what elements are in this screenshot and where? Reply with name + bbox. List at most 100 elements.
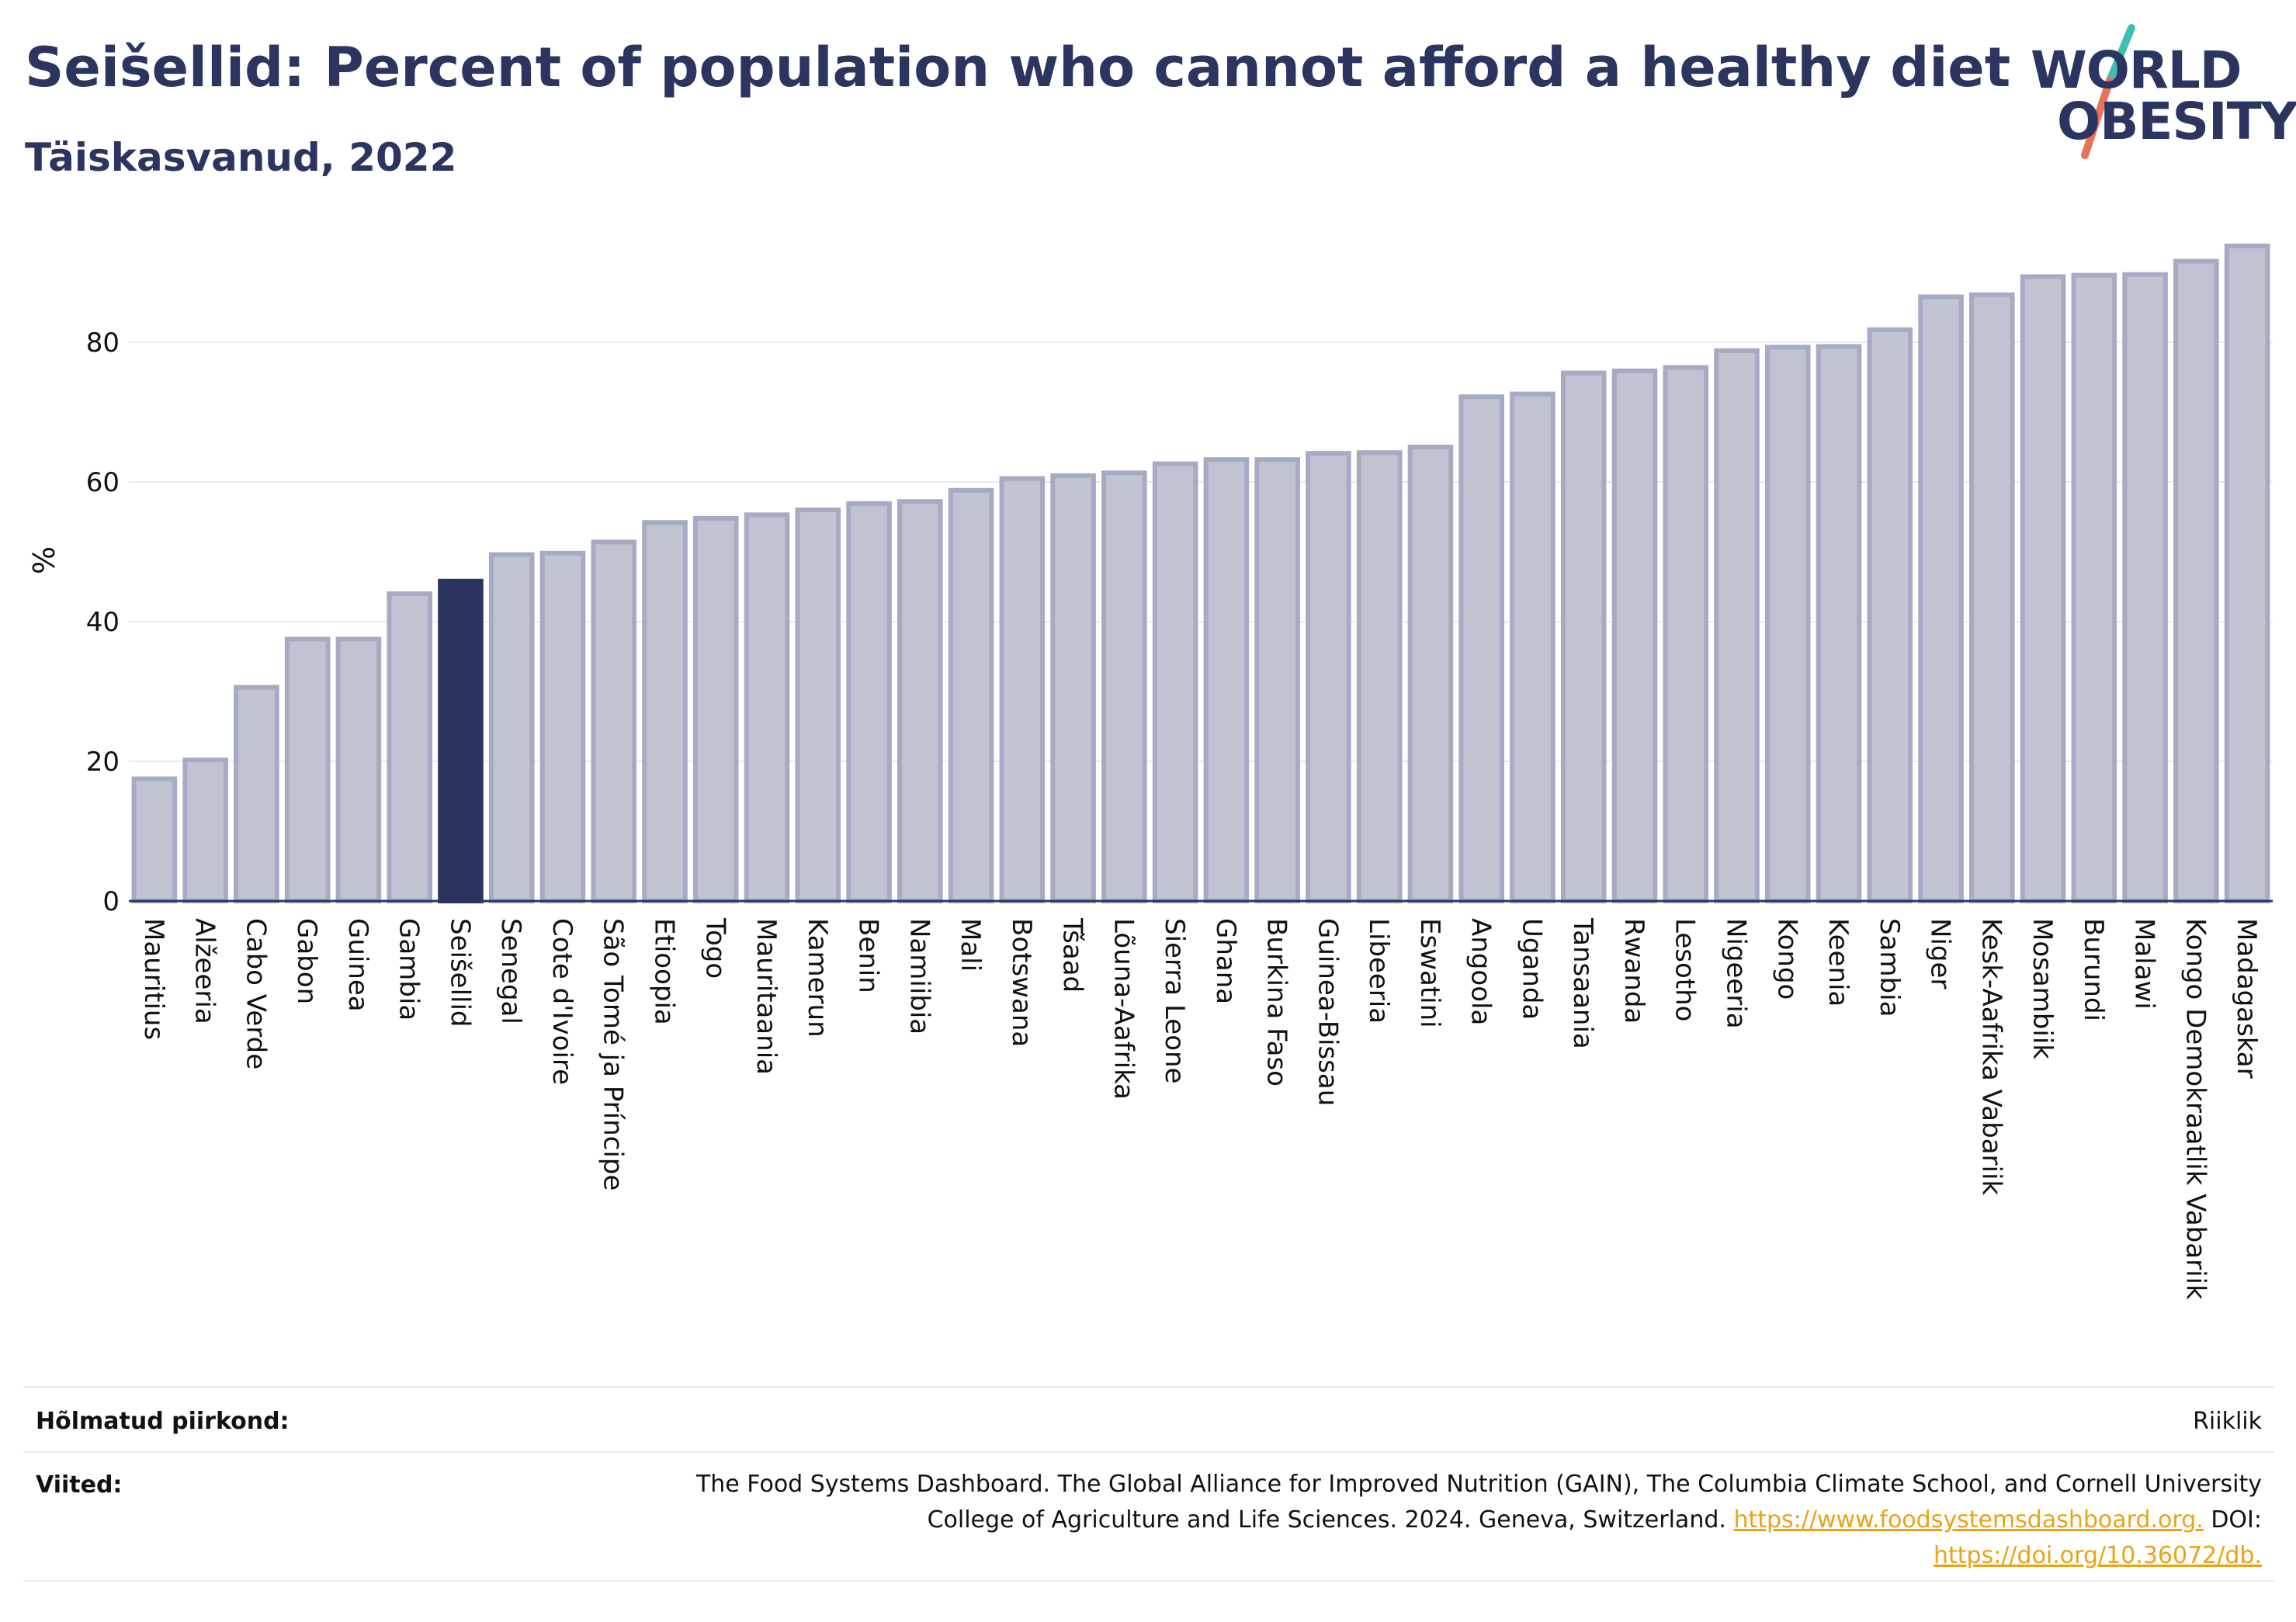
x-tick-label: Sierra Leone (1159, 918, 1190, 1083)
footer-divider-top (23, 1386, 2274, 1388)
x-tick-label: Malawi (2129, 918, 2160, 1010)
chart-title: Seišellid: Percent of population who can… (25, 36, 2011, 99)
x-tick-label: Ghana (1210, 918, 1241, 1004)
bar[interactable] (1306, 451, 1351, 903)
logo-text-world: WORLD (2031, 40, 2242, 100)
bar[interactable] (387, 591, 432, 903)
bar[interactable] (1611, 368, 1658, 903)
y-tick-label: 0 (102, 886, 120, 917)
bar[interactable] (1203, 457, 1250, 903)
bar[interactable] (795, 508, 841, 903)
y-tick-label: 40 (86, 607, 120, 638)
x-tick-label: Mauritius (138, 918, 169, 1040)
bar[interactable] (897, 499, 943, 903)
gridlines (129, 341, 2273, 762)
bar[interactable] (488, 552, 535, 903)
x-tick-label: Tansaania (1567, 917, 1598, 1049)
footer-divider-middle (23, 1451, 2274, 1453)
x-tick-label: Kamerun (802, 918, 833, 1038)
bar[interactable] (539, 550, 586, 903)
bar[interactable] (182, 757, 228, 904)
bar-chart: 0 20 40 60 80 Mauritius Alžeeria Cabo Verde Gab… (27, 243, 2273, 1300)
bar[interactable] (1458, 394, 1504, 903)
bar[interactable] (2224, 243, 2270, 903)
bar[interactable] (2122, 272, 2168, 903)
bar[interactable] (1050, 473, 1096, 903)
x-tick-label: Niger (1925, 918, 1956, 989)
x-tick-label: Gambia (394, 918, 425, 1021)
bar[interactable] (692, 515, 739, 903)
bar[interactable] (1867, 327, 1913, 903)
doi-label: DOI: (2211, 1506, 2262, 1534)
bar[interactable] (234, 684, 279, 903)
y-axis-ticks: 0 20 40 60 80 (86, 328, 120, 917)
bar[interactable] (591, 539, 637, 904)
x-tick-label: Nigeeria (1721, 918, 1752, 1029)
bar[interactable] (1764, 345, 1811, 903)
x-tick-label: Togo (699, 917, 730, 979)
x-tick-label: Cote d'Ivoire (546, 918, 577, 1085)
x-tick-label: Kongo (1771, 918, 1802, 1000)
bar[interactable] (1356, 450, 1403, 903)
x-tick-label: São Tomé ja Príncipe (598, 918, 629, 1191)
x-tick-label: Tšaad (1057, 917, 1088, 993)
x-tick-label: Burundi (2078, 918, 2109, 1021)
footer-divider-bottom (23, 1580, 2274, 1582)
y-tick-label: 60 (86, 467, 120, 498)
bar[interactable] (1816, 344, 1862, 903)
bar[interactable] (1714, 348, 1760, 903)
x-tick-label: Madagaskar (2231, 918, 2262, 1079)
x-tick-label: Gabon (291, 918, 322, 1004)
x-tick-label: Eswatini (1414, 918, 1445, 1028)
x-tick-label: Senegal (495, 918, 526, 1024)
chart-subtitle: Täiskasvanud, 2022 (25, 135, 457, 180)
bar[interactable] (131, 776, 178, 903)
x-tick-label: Guinea-Bissau (1312, 918, 1343, 1106)
bar[interactable] (2173, 258, 2219, 904)
references-label: Viited: (36, 1471, 123, 1499)
world-obesity-logo[interactable]: WORLD OBESITY (2018, 23, 2296, 163)
x-tick-label: Cabo Verde (240, 918, 271, 1069)
bar[interactable] (1152, 461, 1198, 903)
x-axis-labels: Mauritius Alžeeria Cabo Verde Gabon Guinea Ga… (138, 917, 2262, 1300)
x-tick-label: Kesk-Aafrika Vabariik (1975, 918, 2006, 1195)
x-tick-label: Libeeria (1363, 918, 1394, 1024)
bar[interactable] (1101, 470, 1147, 903)
bar[interactable] (2071, 272, 2117, 904)
bar[interactable] (642, 520, 688, 903)
bar[interactable] (1510, 391, 1556, 904)
logo-slash-icon (2081, 24, 2135, 159)
x-tick-label: Uganda (1516, 918, 1547, 1020)
x-tick-label: Keenia (1823, 918, 1854, 1007)
x-tick-label: Benin (853, 918, 884, 993)
bar[interactable] (846, 501, 892, 903)
bar[interactable] (744, 512, 790, 903)
doi-link[interactable]: https://doi.org/10.36072/db. (1934, 1542, 2262, 1569)
bar[interactable] (1969, 292, 2015, 903)
bar[interactable] (335, 636, 382, 903)
bar-highlighted[interactable] (438, 578, 484, 903)
dashboard-link[interactable]: https://www.foodsystemsdashboard.org. (1733, 1506, 2204, 1534)
bar[interactable] (948, 487, 994, 903)
bar[interactable] (1918, 294, 1964, 903)
bar[interactable] (1560, 370, 1607, 904)
y-axis-label: % (27, 546, 61, 574)
x-tick-label: Botswana (1006, 918, 1037, 1047)
x-tick-label: Mauritaania (751, 918, 782, 1075)
bars (131, 243, 2270, 904)
x-tick-label: Guinea (342, 918, 373, 1012)
coverage-label: Hõlmatud piirkond: (36, 1408, 290, 1435)
bar[interactable] (1254, 457, 1300, 903)
x-tick-label: Sambia (1874, 918, 1905, 1017)
bar[interactable] (1663, 365, 1709, 903)
x-tick-label: Mosambiik (2027, 918, 2058, 1059)
bar[interactable] (2020, 274, 2066, 903)
coverage-value: Riiklik (2193, 1408, 2262, 1435)
x-tick-label: Seišellid (444, 918, 475, 1028)
x-tick-label: Etioopia (649, 918, 680, 1025)
bar[interactable] (1407, 445, 1454, 903)
references-line-3: https://doi.org/10.36072/db. (696, 1538, 2262, 1574)
logo-text-obesity: OBESITY (2057, 92, 2296, 151)
bar[interactable] (284, 636, 331, 903)
bar[interactable] (999, 476, 1046, 903)
